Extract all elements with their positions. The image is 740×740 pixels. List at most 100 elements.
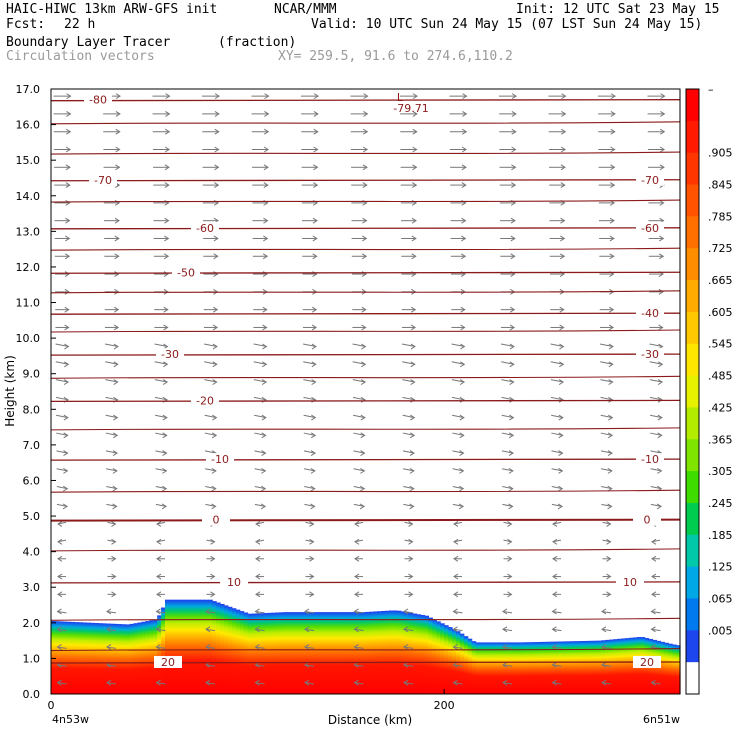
tracer-strip [259, 613, 264, 694]
circulation-vector [154, 343, 168, 348]
vector-arrowhead [608, 324, 615, 331]
circulation-vectors [53, 93, 666, 686]
vector-arrowhead [412, 110, 418, 117]
isotherm-line [50, 329, 681, 333]
vector-arrowhead [408, 538, 414, 545]
colorbar-swatch [686, 471, 699, 504]
vector-arrowhead [361, 361, 367, 368]
circulation-vector [55, 396, 69, 401]
vector-arrowhead [212, 324, 219, 331]
tracer-strip [279, 612, 284, 694]
vector-arrowhead [313, 93, 319, 100]
isotherm-label: -10 [211, 453, 229, 466]
circulation-vector [451, 361, 465, 365]
vector-arrowhead [255, 521, 261, 527]
circulation-vector [551, 432, 563, 436]
vector-arrowhead [212, 379, 218, 385]
vector-arrowhead [304, 644, 310, 650]
circulation-vector [502, 628, 513, 632]
vector-arrowhead [106, 644, 112, 650]
colorbar-swatch [686, 343, 699, 377]
vector-arrowhead [551, 608, 557, 615]
vector-arrowhead [403, 626, 409, 633]
circulation-vector [650, 450, 662, 454]
circulation-vector [303, 379, 316, 383]
vector-arrowhead [164, 182, 170, 189]
vector-arrowhead [304, 679, 310, 686]
circulation-vector [353, 503, 365, 507]
tracer-strip [314, 612, 319, 694]
tracer-strip [440, 623, 445, 694]
vector-arrowhead [459, 450, 465, 457]
vector-arrowhead [412, 93, 418, 100]
vector-arrowhead [403, 608, 409, 615]
x-end-label: 6n51w [643, 713, 680, 726]
vector-arrowhead [403, 679, 409, 686]
tracer-strip [86, 622, 91, 694]
tracer-strip [70, 621, 76, 694]
circulation-vector [453, 628, 463, 632]
colorbar-label: .905 [708, 147, 733, 160]
vector-arrowhead [601, 626, 607, 633]
circulation-vector [649, 361, 663, 365]
vector-arrowhead [63, 432, 69, 439]
circulation-vector [304, 682, 315, 685]
tracer-strip [613, 639, 618, 694]
vector-arrowhead [656, 503, 663, 510]
circulation-vector [453, 682, 463, 685]
circulation-vector [650, 414, 662, 419]
vector-arrowhead [560, 182, 566, 189]
circulation-vector [106, 664, 117, 667]
vector-arrowhead [460, 324, 466, 331]
vector-arrowhead [558, 379, 565, 385]
circulation-vector [56, 486, 68, 490]
isotherm-line [50, 353, 681, 356]
vector-arrowhead [608, 396, 614, 403]
circulation-vector [550, 343, 564, 348]
vector-arrowhead [263, 217, 269, 224]
colorbar-swatch [686, 598, 699, 631]
tracer-strip [161, 607, 166, 694]
vector-arrowhead [460, 343, 466, 350]
y-tick-label: 0.0 [23, 688, 41, 701]
vector-arrowhead [362, 217, 368, 224]
vector-arrowhead [502, 679, 508, 686]
vector-arrowhead [511, 146, 517, 153]
circulation-vector [600, 361, 613, 365]
model-title: HAIC-HIWC 13km ARW-GFS init [6, 2, 218, 17]
vector-arrowhead [551, 626, 557, 633]
circulation-vector [451, 343, 465, 348]
tracer-strip [491, 642, 496, 694]
vector-arrowhead [411, 253, 417, 260]
vector-arrowhead [262, 361, 268, 368]
circulation-vector [501, 414, 514, 419]
tracer-strip [416, 614, 422, 694]
vector-arrowhead [410, 414, 416, 421]
vector-arrowhead [211, 432, 218, 439]
circulation-vector [156, 628, 166, 632]
vector-arrowhead [606, 555, 612, 562]
vector-arrowhead [353, 644, 359, 650]
vector-arrowhead [659, 235, 665, 242]
vector-arrowhead [163, 306, 169, 313]
vector-arrowhead [56, 644, 62, 650]
vector-arrowhead [610, 110, 616, 117]
circulation-vector [649, 379, 663, 383]
vector-arrowhead [214, 93, 220, 100]
vector-arrowhead [254, 644, 260, 650]
vector-arrowhead [155, 626, 161, 633]
vector-arrowhead [509, 361, 515, 368]
isotherm-label-bg [220, 575, 248, 588]
circulation-vector [453, 610, 463, 614]
vector-arrowhead [115, 93, 121, 100]
circulation-vector [403, 646, 414, 649]
vector-arrowhead [507, 555, 513, 562]
plot-frame [50, 88, 681, 695]
tracer-strip [62, 621, 68, 694]
vector-arrowhead [212, 306, 219, 313]
vector-arrowhead [461, 128, 468, 135]
tracer-strip [51, 621, 56, 694]
isotherm-line [50, 647, 681, 652]
circulation-vector [502, 646, 513, 649]
circulation-vector [304, 664, 315, 667]
